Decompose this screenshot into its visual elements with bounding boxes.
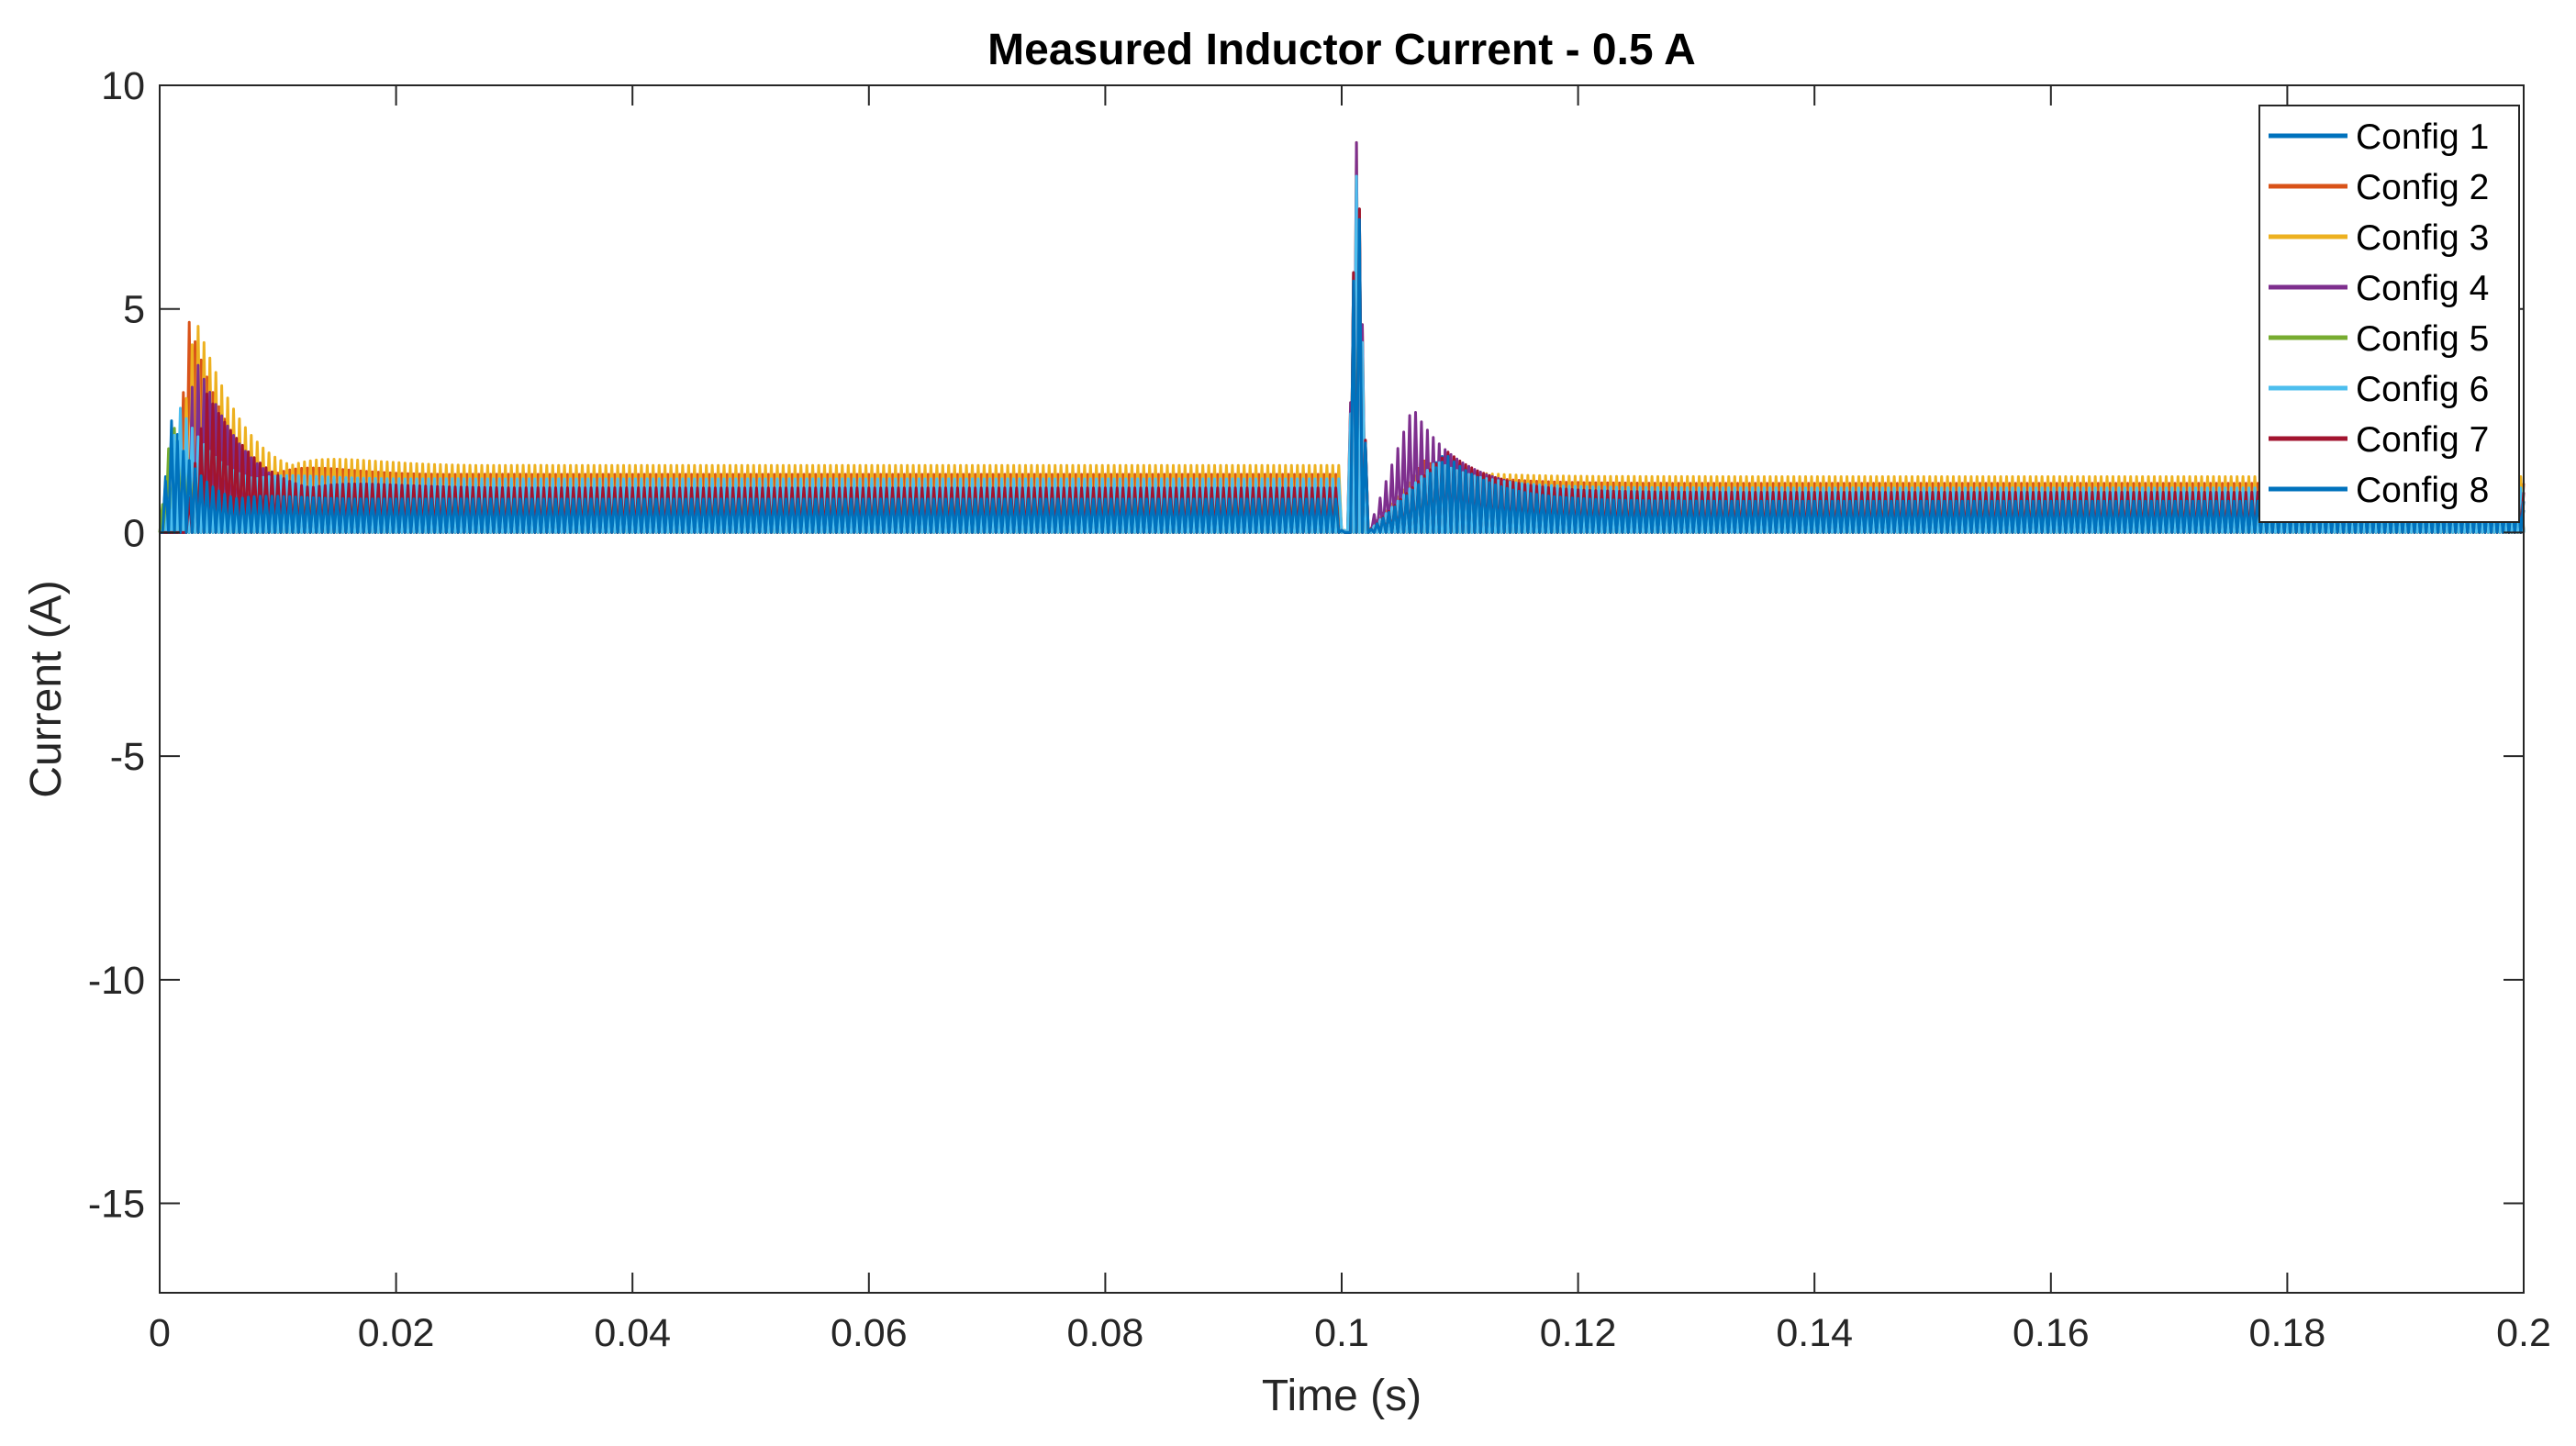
x-tick-label: 0.2 bbox=[2496, 1311, 2551, 1355]
x-tick-label: 0.04 bbox=[594, 1311, 671, 1355]
x-tick-label: 0.12 bbox=[1540, 1311, 1617, 1355]
plot-area bbox=[160, 85, 2524, 1293]
series-layer bbox=[158, 140, 2526, 534]
legend-label: Config 3 bbox=[2356, 218, 2489, 258]
x-tick-label: 0.08 bbox=[1067, 1311, 1144, 1355]
legend-label: Config 2 bbox=[2356, 168, 2489, 207]
x-tick-label: 0.06 bbox=[831, 1311, 908, 1355]
x-axis: 0 0.02 0.04 0.06 0.08 0.1 0.12 0.14 0.16 0.18 0.2 bbox=[149, 85, 2551, 1355]
series-line-8 bbox=[160, 217, 2526, 534]
y-tick-label: -10 bbox=[88, 959, 145, 1003]
y-tick-label: 5 bbox=[123, 288, 145, 332]
legend-label: Config 4 bbox=[2356, 269, 2489, 308]
legend-label: Config 7 bbox=[2356, 420, 2489, 460]
x-axis-label: Time (s) bbox=[1262, 1372, 1422, 1420]
chart-title: Measured Inductor Current - 0.5 A bbox=[987, 26, 1696, 74]
x-tick-label: 0.18 bbox=[2249, 1311, 2326, 1355]
x-tick-label: 0 bbox=[149, 1311, 171, 1355]
y-tick-label: 10 bbox=[101, 64, 145, 108]
legend-label: Config 8 bbox=[2356, 471, 2489, 510]
legend-box bbox=[2258, 105, 2520, 523]
legend: Config 1 Config 2 Config 3 Config 4 Config 5… bbox=[2258, 105, 2520, 523]
legend-label: Config 6 bbox=[2356, 370, 2489, 409]
x-tick-label: 0.16 bbox=[2013, 1311, 2090, 1355]
x-tick-label: 0.14 bbox=[1776, 1311, 1853, 1355]
legend-label: Config 5 bbox=[2356, 319, 2489, 359]
y-tick-label: -5 bbox=[110, 735, 145, 779]
y-tick-label: -15 bbox=[88, 1183, 145, 1227]
y-tick-label: 0 bbox=[123, 511, 145, 555]
legend-label: Config 1 bbox=[2356, 117, 2489, 157]
y-axis: -15 -10 -5 0 5 10 bbox=[88, 64, 2524, 1227]
x-tick-label: 0.1 bbox=[1314, 1311, 1369, 1355]
y-axis-label: Current (A) bbox=[22, 580, 71, 797]
x-tick-label: 0.02 bbox=[358, 1311, 435, 1355]
